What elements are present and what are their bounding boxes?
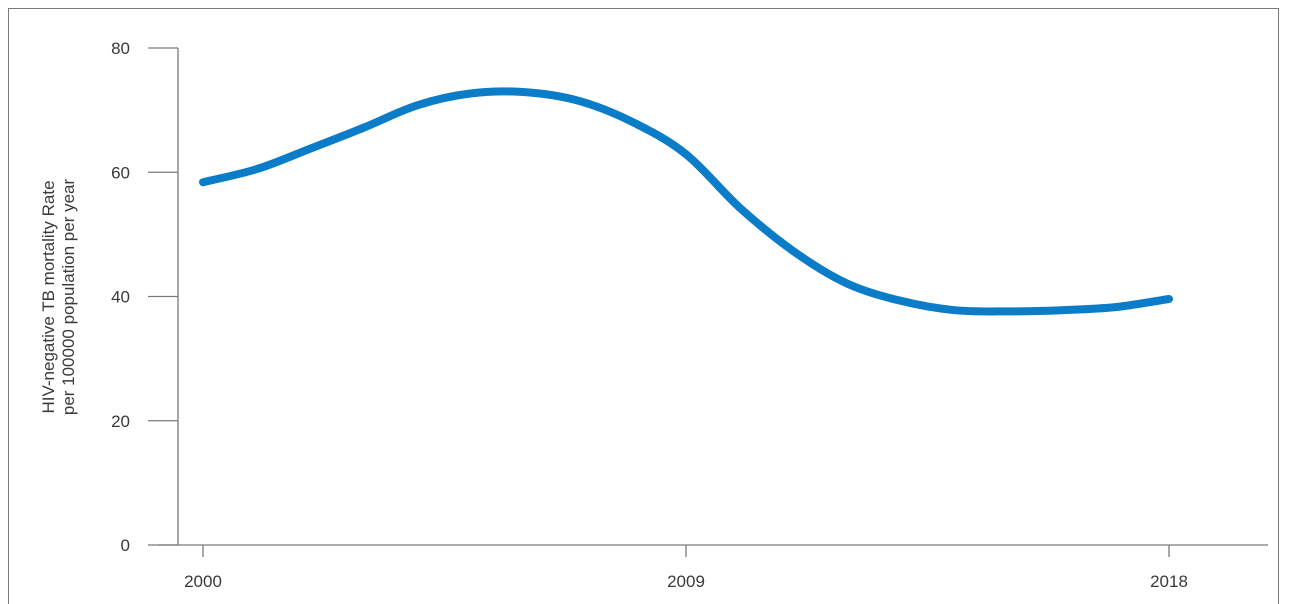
chart-frame bbox=[8, 8, 1279, 604]
x-tick-label: 2018 bbox=[1150, 572, 1188, 591]
y-axis-ticks: 0 20 40 60 80 bbox=[111, 39, 178, 555]
y-tick-label: 40 bbox=[111, 288, 130, 307]
y-axis-title-line: per 100000 population per year bbox=[59, 179, 78, 416]
series-layer bbox=[199, 87, 1173, 316]
axes: 0 20 40 60 80 2000 2009 2018 bbox=[111, 39, 1268, 591]
y-tick-label: 80 bbox=[111, 39, 130, 58]
series-line bbox=[199, 87, 1173, 316]
x-tick-label: 2009 bbox=[667, 572, 705, 591]
y-axis-title: HIV-negative TB mortality Rate per 100000… bbox=[39, 179, 78, 416]
y-tick-label: 60 bbox=[111, 163, 130, 182]
x-tick-label: 2000 bbox=[184, 572, 222, 591]
x-axis-ticks: 2000 2009 2018 bbox=[184, 545, 1188, 591]
y-tick-label: 0 bbox=[121, 536, 130, 555]
y-tick-label: 20 bbox=[111, 412, 130, 431]
y-axis-title-line: HIV-negative TB mortality Rate bbox=[39, 180, 58, 413]
